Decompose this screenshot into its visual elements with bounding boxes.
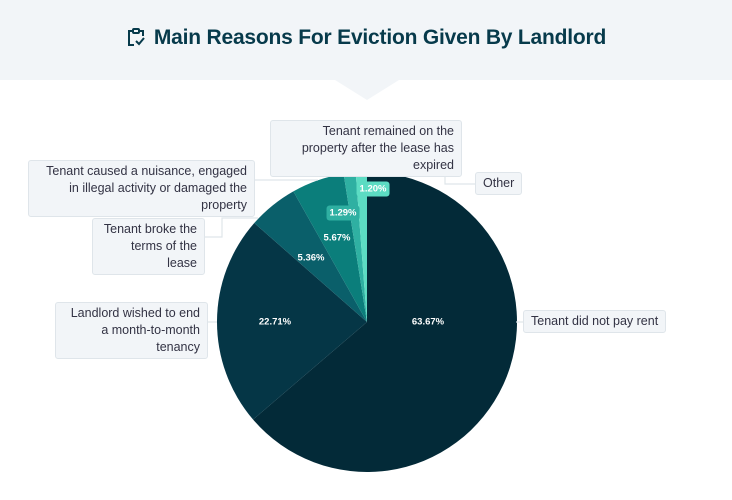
value-label-landlord: 22.71% [258, 316, 292, 328]
value-label-broke: 5.36% [297, 252, 325, 264]
pie-slice-0 [253, 172, 517, 473]
value-label-nuisance: 5.67% [323, 232, 351, 244]
clipboard-check-icon [127, 28, 145, 46]
value-label-remained: 1.29% [326, 205, 360, 221]
title-text: Main Reasons For Eviction Given By Landl… [153, 26, 607, 49]
leader-line-broke [205, 217, 258, 238]
legend-label-rent: Tenant did not pay rent [523, 310, 667, 333]
header-notch [335, 80, 399, 100]
legend-label-remained: Tenant remained on the property after th… [270, 120, 462, 177]
header [0, 0, 732, 80]
legend-label-other: Other [475, 172, 523, 195]
legend-label-nuisance: Tenant caused a nuisance, engaged in ill… [28, 160, 255, 217]
value-label-rent: 63.67% [411, 316, 445, 328]
value-label-other: 1.20% [356, 181, 390, 197]
page-title: Main Reasons For Eviction Given By Landl… [0, 26, 732, 50]
legend-label-broke: Tenant broke the terms of the lease [92, 218, 205, 275]
legend-label-landlord: Landlord wished to end a month-to-month … [55, 302, 208, 359]
pie-slice-1 [217, 223, 367, 420]
pie-slice-2 [254, 191, 367, 322]
